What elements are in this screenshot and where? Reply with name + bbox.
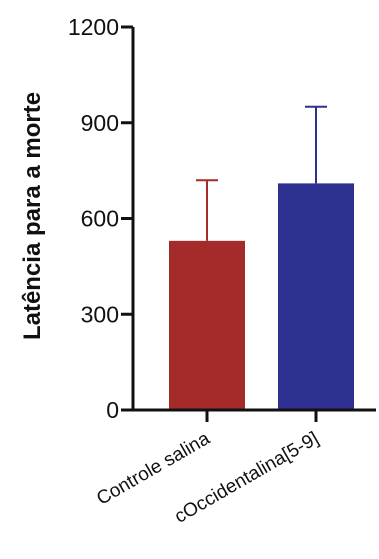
error-bars <box>196 105 327 241</box>
y-tick-label: 0 <box>106 397 119 423</box>
bars <box>169 183 354 410</box>
y-axis-title: Latência para a morte <box>19 92 46 340</box>
bar <box>169 240 245 410</box>
bar <box>278 183 354 410</box>
y-ticks: 0 300 600 900 1200 <box>68 14 133 423</box>
y-tick-label: 600 <box>81 206 119 232</box>
y-tick-label: 1200 <box>68 14 119 40</box>
y-tick-label: 900 <box>81 110 119 136</box>
y-tick-label: 300 <box>81 301 119 327</box>
